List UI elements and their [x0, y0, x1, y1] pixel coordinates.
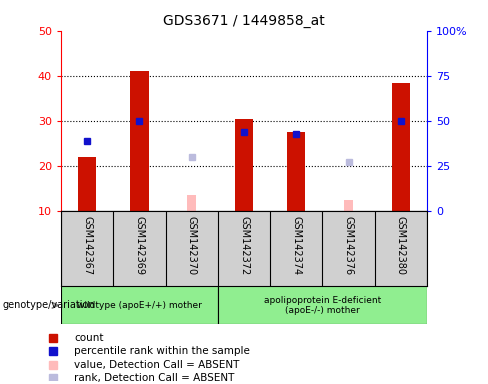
Text: GSM142374: GSM142374	[291, 217, 301, 276]
Bar	[287, 132, 305, 211]
Text: value, Detection Call = ABSENT: value, Detection Call = ABSENT	[74, 359, 239, 370]
Bar	[392, 83, 410, 211]
Text: GSM142367: GSM142367	[82, 217, 92, 276]
Bar	[78, 157, 96, 211]
Text: percentile rank within the sample: percentile rank within the sample	[74, 346, 250, 356]
Text: rank, Detection Call = ABSENT: rank, Detection Call = ABSENT	[74, 373, 234, 383]
Bar	[235, 119, 253, 211]
Text: GSM142370: GSM142370	[187, 217, 197, 276]
Text: GSM142372: GSM142372	[239, 217, 249, 276]
Text: count: count	[74, 333, 103, 343]
Text: GSM142369: GSM142369	[134, 217, 144, 275]
Bar	[218, 286, 427, 324]
Text: apolipoprotein E-deficient
(apoE-/-) mother: apolipoprotein E-deficient (apoE-/-) mot…	[264, 296, 381, 315]
Text: genotype/variation: genotype/variation	[2, 300, 95, 310]
Text: wildtype (apoE+/+) mother: wildtype (apoE+/+) mother	[77, 301, 202, 310]
Title: GDS3671 / 1449858_at: GDS3671 / 1449858_at	[163, 14, 325, 28]
Text: GSM142380: GSM142380	[396, 217, 406, 275]
Bar	[344, 200, 353, 211]
Bar	[61, 286, 218, 324]
Bar	[187, 195, 196, 211]
Bar	[130, 71, 148, 211]
Text: GSM142376: GSM142376	[344, 217, 354, 276]
